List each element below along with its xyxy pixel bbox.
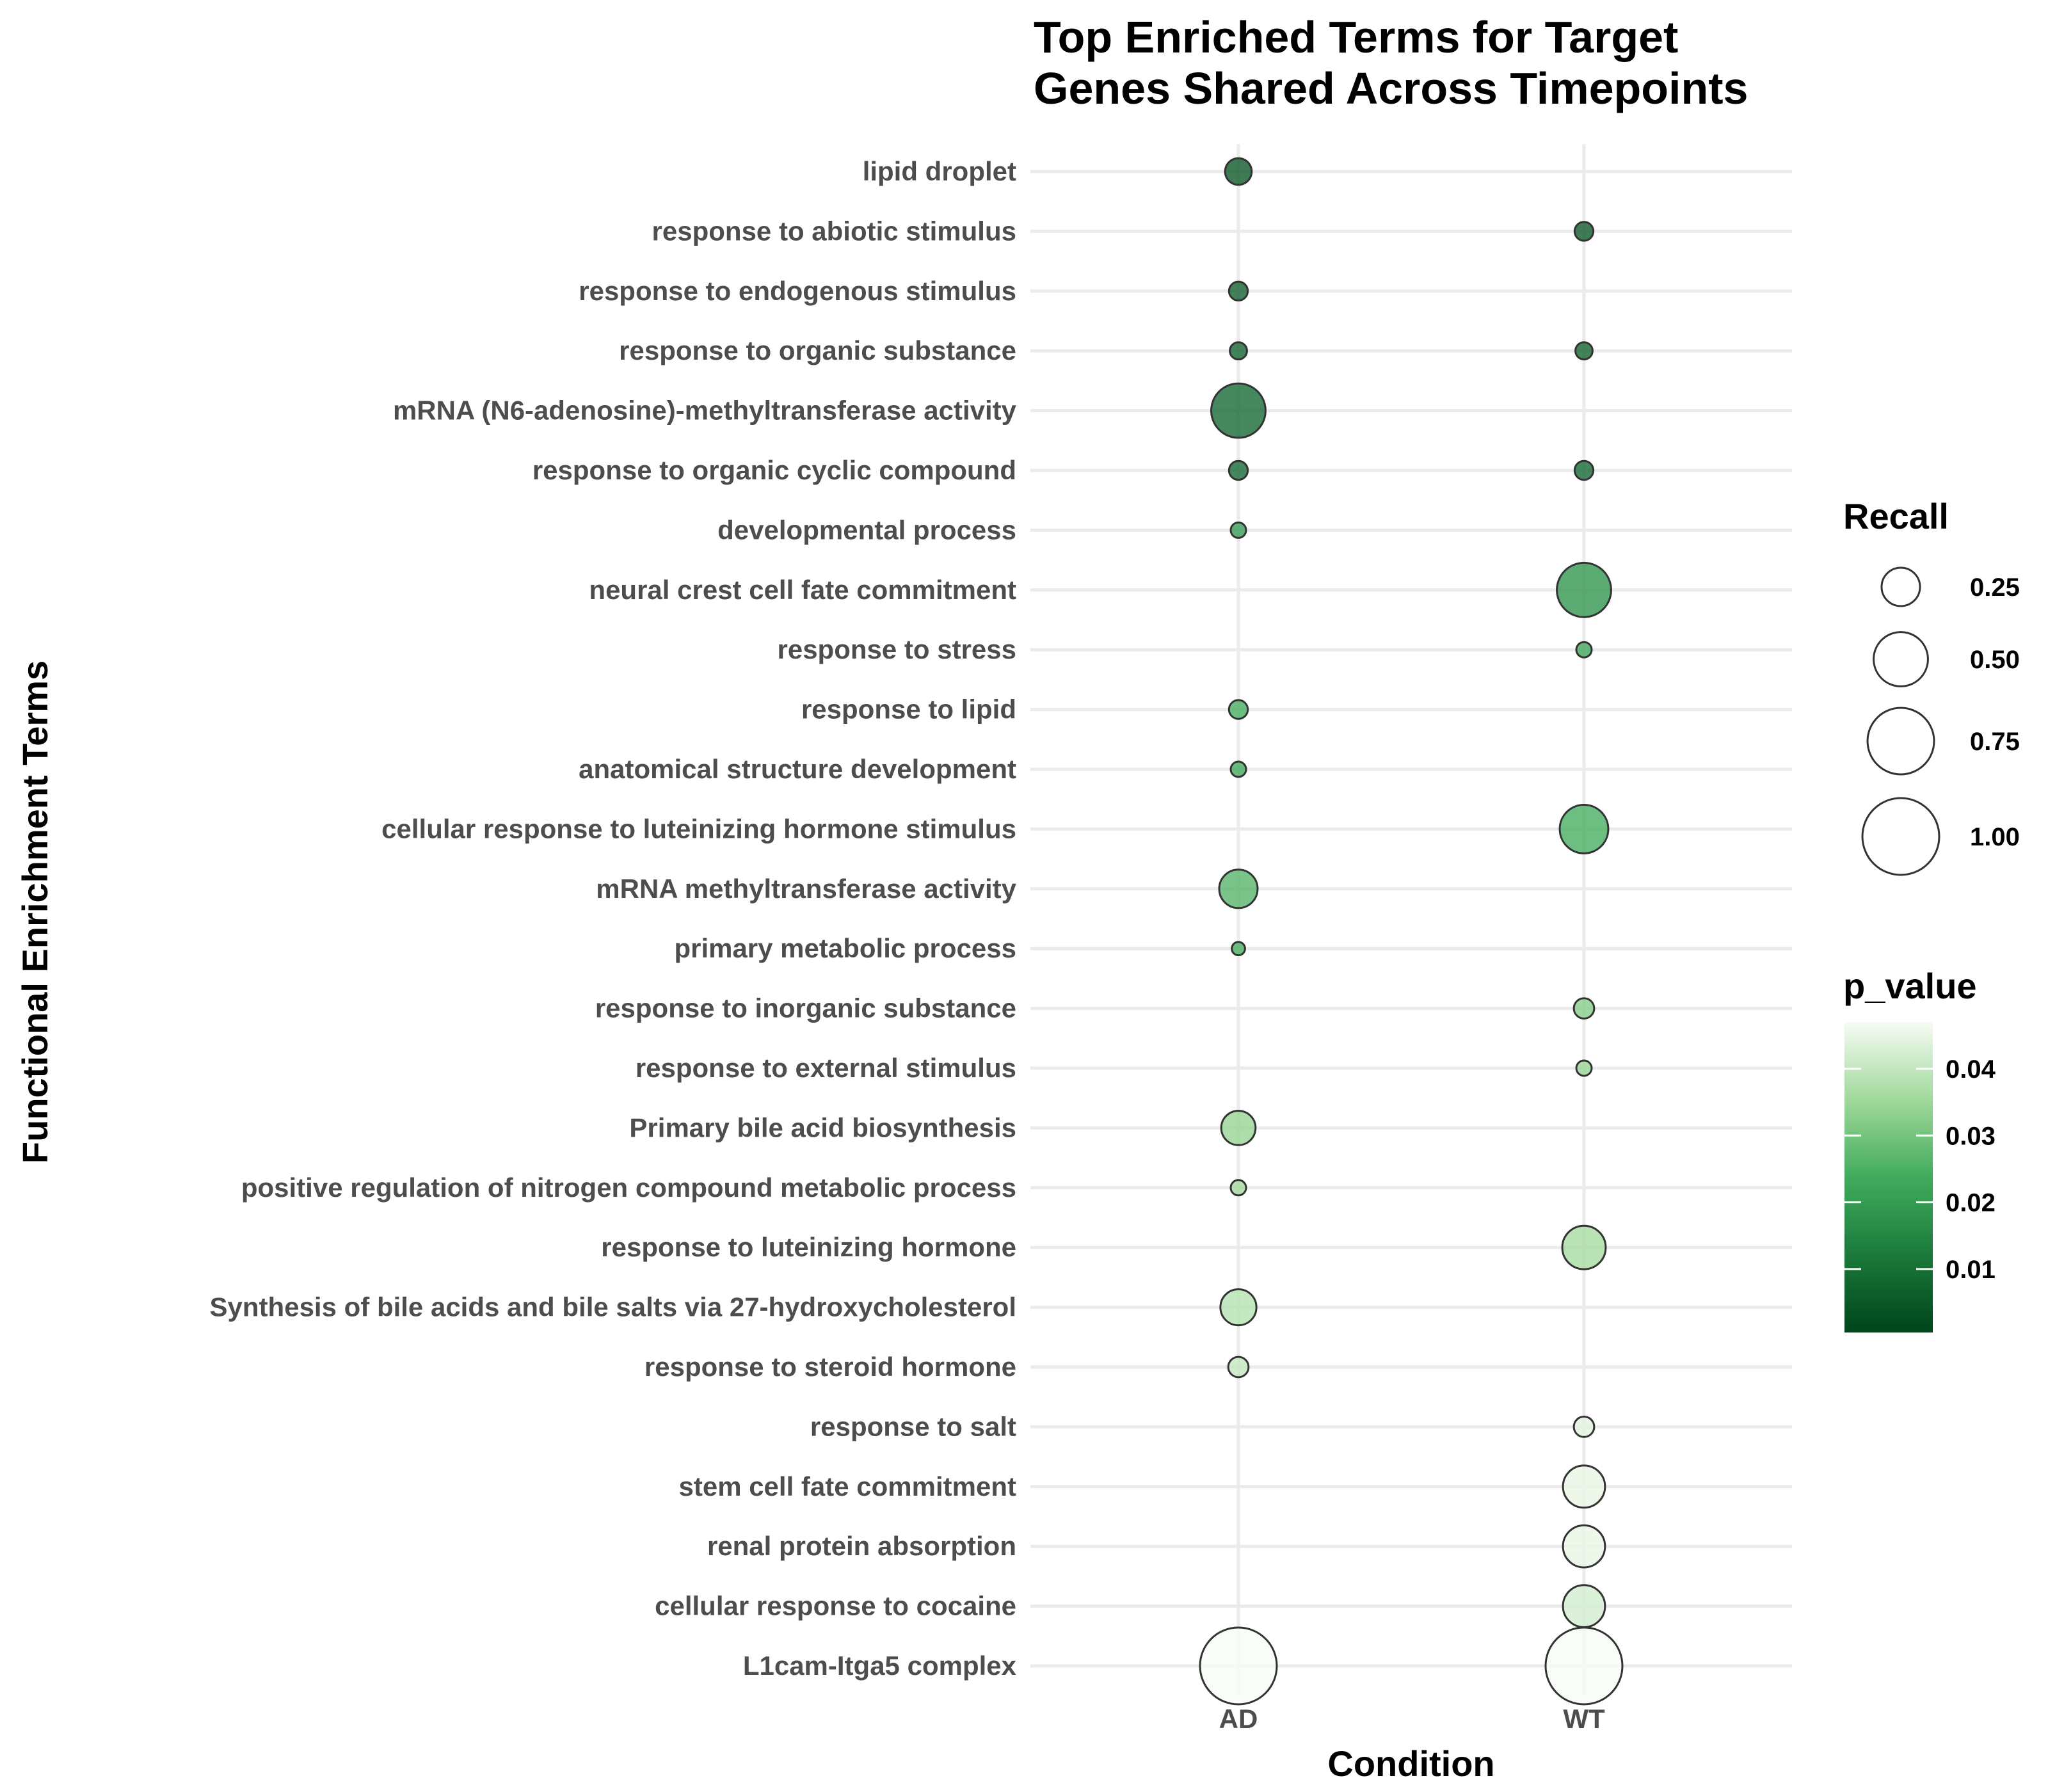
y-tick-label-response-to-salt: response to salt	[810, 1411, 1016, 1441]
size-legend-label-0: 0.25	[1970, 573, 2020, 602]
size-legend-key-1	[1873, 631, 1929, 687]
y-tick-label-mrna-n6-adenosine-methyltransferase-activity: mRNA (N6-adenosine)-methyltransferase ac…	[393, 396, 1017, 426]
size-legend-label-2: 0.75	[1970, 728, 2020, 756]
y-tick-label-primary-bile-acid-biosynthesis: Primary bile acid biosynthesis	[629, 1112, 1016, 1142]
point-wt-cellular-response-to-luteinizing-hormone-stimulus	[1558, 803, 1610, 854]
y-tick-label-response-to-luteinizing-hormone: response to luteinizing hormone	[601, 1232, 1016, 1262]
y-tick-label-response-to-endogenous-stimulus: response to endogenous stimulus	[579, 276, 1016, 306]
y-tick-label-neural-crest-cell-fate-commitment: neural crest cell fate commitment	[589, 575, 1016, 605]
size-legend-label-3: 1.00	[1970, 823, 2020, 851]
point-wt-response-to-salt	[1572, 1416, 1596, 1438]
chart-title-line-2: Genes Shared Across Timepoints	[1034, 63, 1748, 113]
grid-lines	[1030, 144, 1792, 1695]
point-wt-response-to-luteinizing-hormone	[1561, 1224, 1607, 1270]
y-tick-label-positive-regulation-of-nitrogen-compound-metabolic-process: positive regulation of nitrogen compound…	[241, 1172, 1016, 1203]
data-points	[1199, 157, 1624, 1706]
point-wt-renal-protein-absorption	[1562, 1524, 1606, 1569]
y-tick-label-primary-metabolic-process: primary metabolic process	[674, 933, 1016, 963]
point-ad-primary-bile-acid-biosynthesis	[1220, 1110, 1257, 1146]
point-ad-l1cam-itga5-complex	[1199, 1626, 1278, 1706]
y-tick-label-response-to-lipid: response to lipid	[801, 694, 1016, 724]
color-legend-bar	[1844, 1022, 1933, 1332]
y-tick-label-response-to-organic-substance: response to organic substance	[619, 335, 1016, 365]
point-ad-synthesis-of-bile-acids-and-bile-salts-via-27-hydroxycholesterol	[1219, 1288, 1258, 1327]
y-tick-label-cellular-response-to-luteinizing-hormone-stimulus: cellular response to luteinizing hormone…	[381, 813, 1016, 844]
y-tick-label-renal-protein-absorption: renal protein absorption	[707, 1531, 1016, 1561]
point-wt-response-to-organic-cyclic-compound	[1573, 460, 1595, 481]
x-tick-label-wt: WT	[1563, 1704, 1605, 1734]
point-wt-response-to-organic-substance	[1574, 341, 1594, 361]
y-tick-label-developmental-process: developmental process	[717, 515, 1016, 545]
point-ad-lipid-droplet	[1224, 157, 1253, 186]
size-legend-title: Recall	[1843, 496, 1949, 536]
y-tick-label-anatomical-structure-development: anatomical structure development	[579, 754, 1016, 784]
x-tick-label-ad: AD	[1219, 1704, 1258, 1734]
size-legend-label-1: 0.50	[1970, 646, 2020, 674]
recall-size-legend: Recall 0.25 0.50 0.75 1.00	[1843, 496, 2020, 876]
x-axis-title: Condition	[1327, 1743, 1494, 1784]
y-tick-label-response-to-inorganic-substance: response to inorganic substance	[595, 993, 1016, 1023]
y-tick-label-lipid-droplet: lipid droplet	[863, 156, 1016, 186]
y-tick-label-synthesis-of-bile-acids-and-bile-salts-via-27-hydroxycholesterol: Synthesis of bile acids and bile salts v…	[210, 1292, 1016, 1322]
p-value-color-legend: p_value 0.04 0.03 0.02 0.01	[1843, 966, 1996, 1332]
color-legend-label-3: 0.01	[1946, 1256, 1996, 1284]
point-wt-neural-crest-cell-fate-commitment	[1556, 561, 1612, 618]
point-ad-response-to-steroid-hormone	[1227, 1356, 1250, 1379]
point-wt-cellular-response-to-cocaine	[1562, 1584, 1606, 1628]
size-legend-key-3	[1861, 797, 1940, 876]
point-ad-response-to-lipid	[1228, 699, 1249, 720]
y-tick-label-l1cam-itga5-complex: L1cam-Itga5 complex	[743, 1651, 1017, 1681]
point-ad-response-to-organic-substance	[1229, 341, 1248, 361]
point-ad-response-to-endogenous-stimulus	[1228, 280, 1249, 301]
point-wt-response-to-external-stimulus	[1575, 1059, 1593, 1077]
point-ad-anatomical-structure-development	[1229, 760, 1247, 778]
point-ad-mrna-methyltransferase-activity	[1218, 868, 1259, 909]
point-wt-response-to-stress	[1575, 641, 1593, 659]
point-ad-primary-metabolic-process	[1231, 941, 1246, 957]
y-tick-label-mrna-methyltransferase-activity: mRNA methyltransferase activity	[596, 874, 1016, 904]
y-tick-label-cellular-response-to-cocaine: cellular response to cocaine	[655, 1591, 1016, 1621]
color-legend-label-2: 0.02	[1946, 1189, 1996, 1217]
point-ad-positive-regulation-of-nitrogen-compound-metabolic-process	[1229, 1179, 1247, 1197]
y-axis-title: Functional Enrichment Terms	[15, 660, 55, 1164]
y-axis-tick-labels: lipid droplet response to abiotic stimulu…	[210, 156, 1017, 1681]
point-wt-response-to-abiotic-stimulus	[1573, 221, 1595, 242]
y-tick-label-response-to-external-stimulus: response to external stimulus	[636, 1053, 1016, 1083]
point-ad-mrna-n6-adenosine-methyltransferase-activity	[1210, 382, 1267, 439]
y-tick-label-response-to-abiotic-stimulus: response to abiotic stimulus	[652, 216, 1016, 246]
y-tick-label-response-to-steroid-hormone: response to steroid hormone	[644, 1352, 1016, 1382]
point-wt-stem-cell-fate-commitment	[1562, 1464, 1606, 1509]
color-legend-label-1: 0.03	[1946, 1122, 1996, 1150]
color-legend-title: p_value	[1843, 966, 1977, 1006]
point-wt-response-to-inorganic-substance	[1572, 997, 1596, 1020]
color-legend-label-0: 0.04	[1946, 1055, 1996, 1084]
point-ad-response-to-organic-cyclic-compound	[1228, 460, 1249, 481]
size-legend-key-0	[1880, 566, 1921, 607]
point-ad-developmental-process	[1229, 521, 1247, 539]
chart-title-line-1: Top Enriched Terms for Target	[1034, 12, 1678, 62]
point-wt-l1cam-itga5-complex	[1544, 1626, 1624, 1706]
x-axis-tick-labels: AD WT	[1219, 1704, 1605, 1734]
y-tick-label-response-to-organic-cyclic-compound: response to organic cyclic compound	[532, 455, 1016, 485]
y-tick-label-stem-cell-fate-commitment: stem cell fate commitment	[678, 1471, 1016, 1501]
y-tick-label-response-to-stress: response to stress	[778, 634, 1017, 664]
size-legend-key-2	[1866, 707, 1935, 776]
